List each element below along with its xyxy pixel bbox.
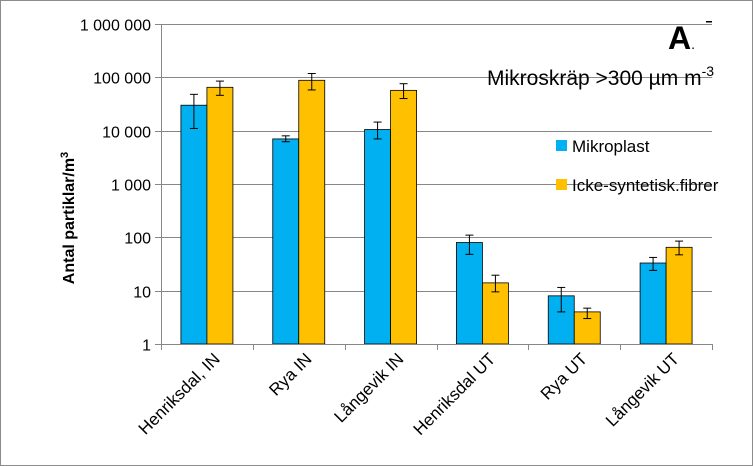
bar-icke-syntetisk-fibrer: [482, 282, 509, 345]
bar-mikroplast: [180, 104, 208, 345]
legend-label-mikroplast: Mikroplast: [572, 137, 650, 156]
y-tick-label: 1 000: [111, 178, 151, 195]
x-tick-label: Långevik IN: [330, 349, 407, 426]
error-bar: [399, 83, 408, 100]
error-bar: [307, 72, 316, 91]
x-tick-label: Henriksdal, IN: [135, 349, 224, 438]
error-bar: [281, 135, 290, 143]
chart-subtitle: Mikroskräp >300 µm m-3: [487, 63, 714, 90]
y-tick-label: 100 000: [93, 71, 151, 88]
y-tick-labels: 1 10 100 1 000 10 000 100 000 1 000 000: [80, 18, 151, 355]
axes: [155, 24, 713, 350]
error-bar: [465, 234, 474, 255]
bar-icke-syntetisk-fibrer: [665, 246, 693, 345]
error-bar: [373, 121, 382, 140]
bar-icke-syntetisk-fibrer: [206, 86, 234, 345]
legend-label-icke-syntetisk-fibrer: Icke-syntetisk.fibrer: [572, 176, 719, 195]
x-tick-labels: Henriksdal, IN Rya IN Långevik IN Henriksda…: [135, 349, 683, 439]
error-bar: [583, 307, 592, 320]
panel-tick-mark: [706, 21, 712, 23]
panel-label: A.: [668, 20, 695, 56]
x-tick-label: Rya IN: [265, 349, 315, 399]
bar-mikroplast: [272, 138, 300, 345]
bar-mikroplast: [456, 242, 483, 345]
error-bar: [215, 80, 224, 96]
bar-icke-syntetisk-fibrer: [390, 89, 417, 345]
y-tick-label: 1: [142, 338, 151, 355]
y-tick-label: 100: [124, 231, 151, 248]
x-tick-label: Henriksdal UT: [410, 349, 500, 439]
bar-mikroplast: [364, 129, 391, 345]
y-tick-label: 1 000 000: [80, 18, 151, 35]
bar-mikroplast: [639, 262, 667, 345]
legend-swatch-mikroplast: [556, 140, 567, 151]
error-bar: [649, 256, 658, 271]
x-tick-label: Rya UT: [537, 349, 591, 403]
legend: Mikroplast Icke-syntetisk.fibrer: [556, 137, 719, 195]
y-axis-label: Antal partiklar/m3: [59, 152, 78, 284]
bars: [180, 79, 693, 345]
error-bar: [189, 93, 198, 129]
gridlines: [161, 24, 712, 292]
error-bar: [557, 286, 566, 313]
error-bar: [675, 240, 684, 256]
bar-icke-syntetisk-fibrer: [298, 79, 326, 345]
y-tick-label: 10 000: [102, 125, 151, 142]
y-tick-label: 10: [133, 285, 151, 302]
x-tick-label: Långevik UT: [602, 349, 683, 430]
legend-swatch-icke-syntetisk-fibrer: [556, 179, 567, 190]
error-bars: [189, 72, 684, 320]
error-bar: [491, 274, 500, 293]
